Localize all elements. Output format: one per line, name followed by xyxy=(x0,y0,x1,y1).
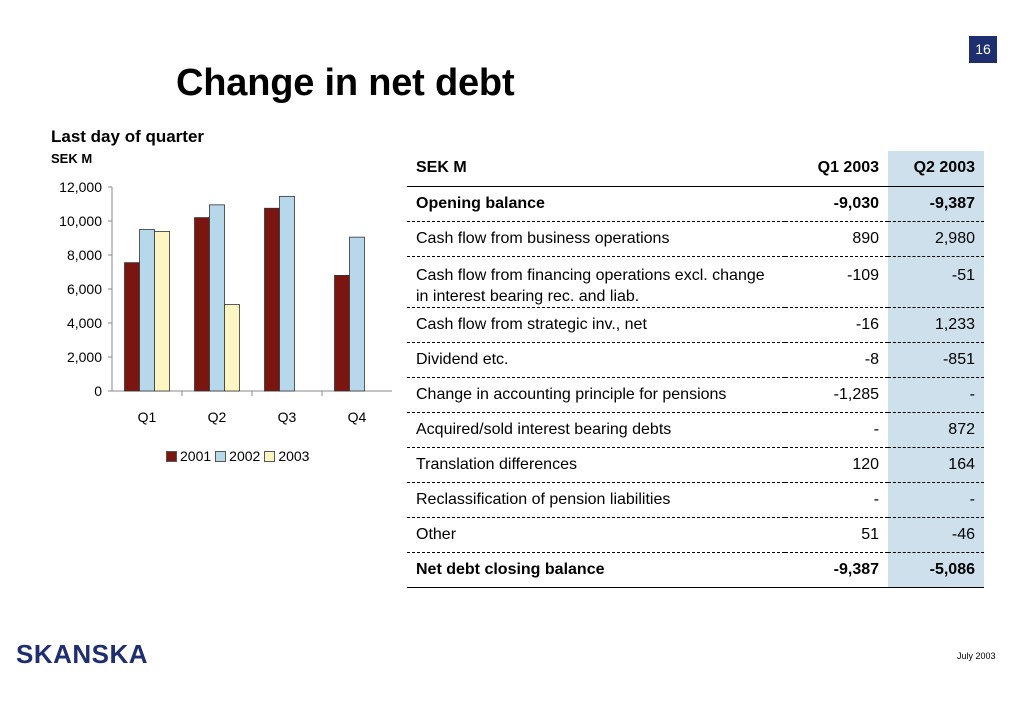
row-q1-value: - xyxy=(784,411,889,447)
row-q1-value: -16 xyxy=(784,306,889,342)
page-title: Change in net debt xyxy=(176,62,515,104)
row-label: Acquired/sold interest bearing debts xyxy=(407,411,785,447)
legend-swatch-2003 xyxy=(264,450,276,462)
row-q2-value: 1,233 xyxy=(888,306,984,342)
table-row: Cash flow from financing operations excl… xyxy=(407,255,984,307)
legend-label-2001: 2001 xyxy=(180,448,212,464)
chart-legend: 2001 2002 2003 xyxy=(166,448,313,464)
row-q2-value: - xyxy=(888,481,984,517)
row-label: Other xyxy=(407,516,785,552)
row-label: Dividend etc. xyxy=(407,341,785,377)
table-row: Opening balance -9,030 -9,387 xyxy=(407,186,984,221)
skanska-logo: SKANSKA xyxy=(16,639,149,669)
row-q2-value: 872 xyxy=(888,411,984,447)
x-tick-label: Q3 xyxy=(278,409,297,425)
y-tick-label: 6,000 xyxy=(67,281,102,297)
x-tick-label: Q1 xyxy=(138,409,157,425)
row-q2-value: -851 xyxy=(888,341,984,377)
x-tick-label: Q2 xyxy=(208,409,227,425)
header-q2-2003: Q2 2003 xyxy=(888,151,984,187)
row-label: Change in accounting principle for pensi… xyxy=(407,376,785,412)
bar-2002-q1 xyxy=(139,229,155,392)
y-tick-label: 2,000 xyxy=(67,349,102,365)
bar-2002-q4 xyxy=(349,236,365,392)
table-row: Cash flow from business operations 890 2… xyxy=(407,220,984,256)
row-label: Net debt closing balance xyxy=(407,551,785,588)
row-q2-value: 2,980 xyxy=(888,220,984,256)
table-row: Dividend etc. -8 -851 xyxy=(407,341,984,377)
bar-chart: 0 2,000 4,000 6,000 8,000 10,000 12,000 Q1 Q2 Q3 Q… xyxy=(59,179,392,425)
row-q1-value: -8 xyxy=(784,341,889,377)
bar-2002-q3 xyxy=(279,195,295,392)
x-tick-label: Q4 xyxy=(348,409,367,425)
bar-2002-q2 xyxy=(209,204,225,392)
y-tick-label: 12,000 xyxy=(59,179,102,195)
table-row: Translation differences 120 164 xyxy=(407,446,984,482)
bar-2003-q2 xyxy=(224,304,240,392)
row-q1-value: 51 xyxy=(784,516,889,552)
row-label: Cash flow from business operations xyxy=(407,220,785,256)
bar-2001-q4 xyxy=(334,274,350,392)
legend-swatch-2002 xyxy=(215,450,227,462)
footer-date: July 2003 xyxy=(957,651,996,661)
bar-2001-q3 xyxy=(264,207,280,392)
chart-unit-label: SEK M xyxy=(51,151,93,166)
row-q1-value: - xyxy=(784,481,889,517)
header-q1-2003: Q1 2003 xyxy=(784,151,889,187)
row-label: Reclassification of pension liabilities xyxy=(407,481,785,517)
row-label: Translation differences xyxy=(407,446,785,482)
row-q2-value: - xyxy=(888,376,984,412)
table-row: Reclassification of pension liabilities … xyxy=(407,481,984,517)
table-row: Cash flow from strategic inv., net -16 1… xyxy=(407,306,984,342)
legend-swatch-2001 xyxy=(166,450,177,462)
y-tick-label: 4,000 xyxy=(67,315,102,331)
y-tick-label: 0 xyxy=(94,383,102,399)
bar-2001-q2 xyxy=(194,217,210,392)
y-tick-label: 10,000 xyxy=(59,213,102,229)
legend-item-2001: 2001 xyxy=(166,448,211,464)
page-number-badge: 16 xyxy=(969,36,997,63)
row-q2-value: -51 xyxy=(888,255,984,307)
row-q2-value: 164 xyxy=(888,446,984,482)
row-q2-value: -9,387 xyxy=(888,186,984,221)
bar-2001-q1 xyxy=(124,262,140,392)
header-sek-m: SEK M xyxy=(407,151,785,187)
table-row-total: Net debt closing balance -9,387 -5,086 xyxy=(407,551,984,588)
row-q2-value: -46 xyxy=(888,516,984,552)
legend-item-2002: 2002 xyxy=(215,448,260,464)
row-q1-value: -9,030 xyxy=(833,194,880,212)
row-q1-value: -9,387 xyxy=(784,551,889,588)
row-q1-value: 890 xyxy=(784,220,889,256)
row-label: Cash flow from strategic inv., net xyxy=(407,306,785,342)
bar-2003-q1 xyxy=(154,231,170,392)
y-tick-label: 8,000 xyxy=(67,247,102,263)
row-q1-value: -1,285 xyxy=(784,376,889,412)
row-q1-value: -109 xyxy=(784,255,889,307)
legend-label-2003: 2003 xyxy=(278,448,310,464)
row-label: Cash flow from financing operations excl… xyxy=(407,255,785,307)
table-row: Other 51 -46 xyxy=(407,516,984,552)
table-row: Change in accounting principle for pensi… xyxy=(407,376,984,412)
legend-item-2003: 2003 xyxy=(264,448,309,464)
row-label: Opening balance xyxy=(416,194,545,212)
row-q2-value: -5,086 xyxy=(888,551,984,588)
table-row: Acquired/sold interest bearing debts - 8… xyxy=(407,411,984,447)
net-debt-table: SEK M Q1 2003 Q2 2003 Opening balance -9… xyxy=(407,151,984,588)
legend-label-2002: 2002 xyxy=(229,448,261,464)
table-header-row: SEK M Q1 2003 Q2 2003 xyxy=(407,151,984,187)
chart-subtitle: Last day of quarter xyxy=(51,127,205,146)
row-q1-value: 120 xyxy=(784,446,889,482)
